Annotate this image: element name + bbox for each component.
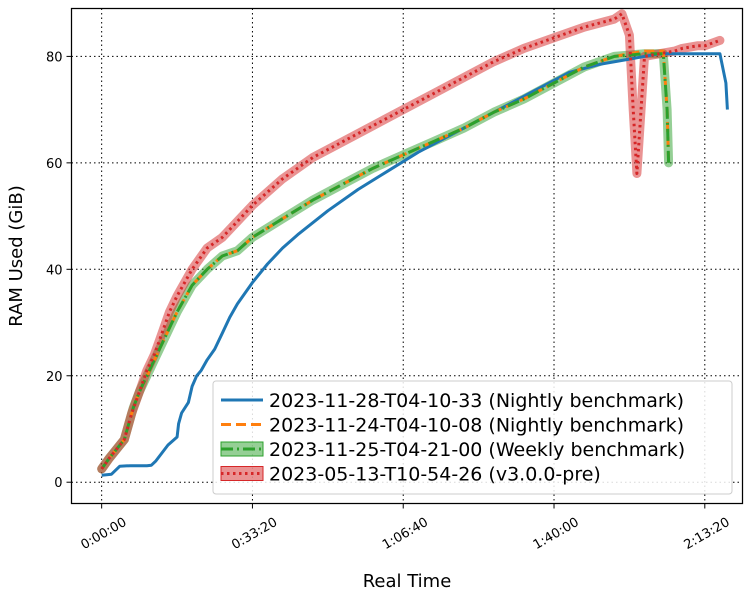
x-tick-label: 0:00:00 bbox=[78, 515, 129, 553]
y-axis-ticks: 0 20 40 60 80 bbox=[46, 50, 72, 491]
x-tick-label: 1:06:40 bbox=[380, 515, 431, 553]
y-tick-label: 80 bbox=[46, 50, 63, 65]
x-tick-label: 0:33:20 bbox=[229, 515, 280, 553]
y-tick-label: 60 bbox=[46, 157, 63, 172]
legend-entry-label: 2023-11-24-T04-10-08 (Nightly benchmark) bbox=[269, 415, 684, 437]
legend: 2023-11-28-T04-10-33 (Nightly benchmark)… bbox=[212, 380, 733, 495]
y-axis-label: RAM Used (GiB) bbox=[6, 185, 27, 326]
x-tick-label: 1:40:00 bbox=[531, 515, 582, 553]
plot-frame bbox=[70, 7, 744, 505]
legend-entry-label: 2023-05-13-T10-54-26 (v3.0.0-pre) bbox=[269, 464, 601, 486]
y-tick-label: 0 bbox=[54, 476, 62, 491]
x-axis-label: Real Time bbox=[363, 571, 452, 592]
series-line-2 bbox=[100, 52, 671, 470]
y-tick-label: 20 bbox=[46, 370, 63, 385]
legend-entry-label: 2023-11-25-T04-21-00 (Weekly benchmark) bbox=[269, 439, 685, 461]
series-band-3 bbox=[97, 9, 725, 474]
x-axis-ticks: 0:00:00 0:33:20 1:06:40 1:40:00 2:13:20 bbox=[78, 503, 733, 553]
legend-entry-label: 2023-11-28-T04-10-33 (Nightly benchmark) bbox=[269, 390, 684, 412]
series-line-0 bbox=[101, 52, 729, 477]
x-tick-label: 2:13:20 bbox=[682, 515, 733, 553]
series-lines bbox=[100, 12, 729, 477]
y-tick-label: 40 bbox=[46, 263, 63, 278]
legend-box bbox=[212, 380, 733, 495]
